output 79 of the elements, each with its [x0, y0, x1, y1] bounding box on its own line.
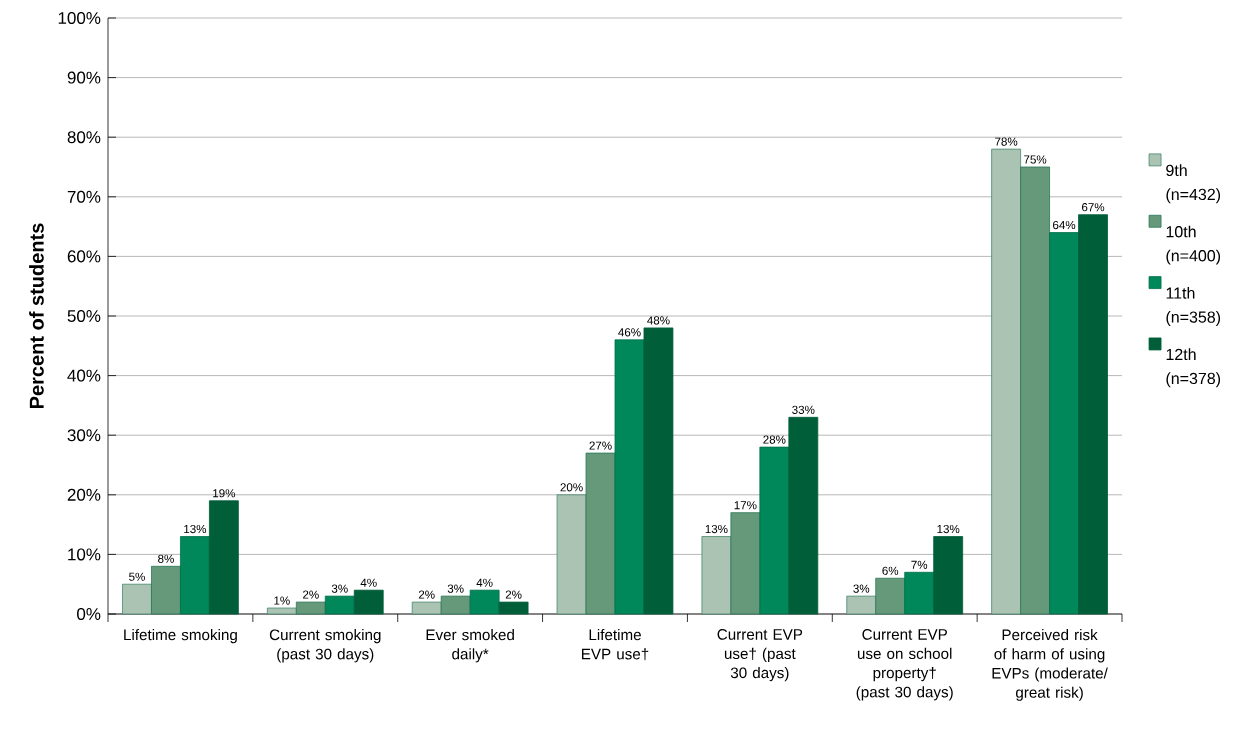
bar: [846, 595, 877, 615]
y-tick-label: 50%: [67, 309, 101, 323]
data-label: 13%: [184, 524, 207, 534]
data-label: 3%: [447, 584, 464, 593]
y-tick-label: 40%: [67, 369, 101, 382]
x-tick-label: Ever smoked daily*: [426, 629, 514, 663]
bar: [440, 595, 471, 615]
data-label: 27%: [589, 441, 612, 450]
bar: [788, 416, 819, 615]
y-tick-label: 0%: [77, 607, 101, 621]
data-label: 6%: [882, 566, 899, 575]
data-label: 7%: [911, 560, 928, 569]
data-label: 19%: [213, 489, 236, 498]
data-label: 3%: [853, 584, 870, 593]
bar: [411, 601, 442, 615]
data-label: 3%: [331, 584, 348, 593]
bar: [353, 589, 384, 615]
bar: [122, 583, 152, 615]
data-label: 75%: [1024, 155, 1047, 164]
legend-label: 10th (n=400): [1166, 225, 1221, 265]
x-tick-label: Lifetime smoking: [124, 629, 237, 644]
legend-label: 9th (n=432): [1166, 164, 1221, 204]
bar: [585, 452, 616, 615]
bar: [1078, 214, 1108, 615]
bar: [469, 589, 500, 615]
bar: [904, 571, 935, 615]
bar: [151, 565, 181, 615]
bar: [556, 494, 587, 615]
x-tick-label: Current EVP use† (past 30 days): [717, 629, 803, 682]
y-tick-label: 70%: [67, 190, 101, 203]
data-label: 46%: [618, 328, 641, 337]
bar: [933, 536, 964, 615]
data-label: 2%: [505, 590, 522, 599]
data-label: 28%: [763, 435, 786, 444]
y-tick-label: 20%: [67, 488, 101, 501]
bar: [730, 512, 761, 615]
data-label: 33%: [792, 405, 815, 414]
y-axis-title: Percent of students: [29, 223, 44, 408]
x-tick-label: Perceived risk of harm of using EVPs (moderate/ great risk): [992, 629, 1108, 701]
data-label: 5%: [129, 572, 145, 581]
data-label: 13%: [937, 524, 960, 534]
x-tick-label: Current smoking (past 30 days): [269, 629, 381, 663]
bar: [643, 327, 674, 615]
y-tick-label: 100%: [58, 11, 101, 24]
data-label: 64%: [1053, 220, 1076, 230]
y-tick-label: 10%: [68, 548, 101, 561]
bar: [180, 536, 210, 615]
data-label: 2%: [303, 590, 319, 599]
data-label: 67%: [1082, 203, 1105, 212]
data-label: 48%: [647, 316, 670, 325]
bar: [295, 601, 326, 615]
y-tick-label: 80%: [67, 131, 101, 144]
bar: [875, 577, 906, 615]
bar: [701, 536, 732, 615]
legend-label: 12th (n=378): [1166, 348, 1221, 388]
legend-label: 11th (n=358): [1166, 286, 1221, 326]
data-label: 20%: [560, 483, 583, 492]
data-label: 1%: [274, 596, 290, 605]
bar: [1020, 166, 1050, 615]
data-label: 4%: [360, 578, 377, 587]
bar: [1049, 232, 1079, 615]
data-label: 78%: [995, 137, 1018, 146]
x-tick-label: Current EVP use on school property† (past 30 days): [856, 629, 953, 701]
bar: [266, 607, 297, 615]
bar: [324, 595, 355, 615]
y-tick-label: 30%: [67, 429, 101, 442]
data-label: 17%: [734, 501, 757, 510]
data-label: 4%: [476, 578, 493, 587]
data-label: 2%: [418, 590, 435, 599]
x-tick-label: Lifetime EVP use†: [582, 629, 649, 661]
y-tick-label: 60%: [67, 250, 101, 263]
bar: [498, 601, 529, 615]
y-tick-label: 90%: [67, 71, 101, 84]
bar: [991, 148, 1021, 615]
bar: [614, 339, 645, 615]
bar: [209, 500, 239, 615]
data-label: 13%: [705, 524, 728, 534]
bar: [759, 446, 790, 615]
data-label: 8%: [158, 554, 174, 563]
